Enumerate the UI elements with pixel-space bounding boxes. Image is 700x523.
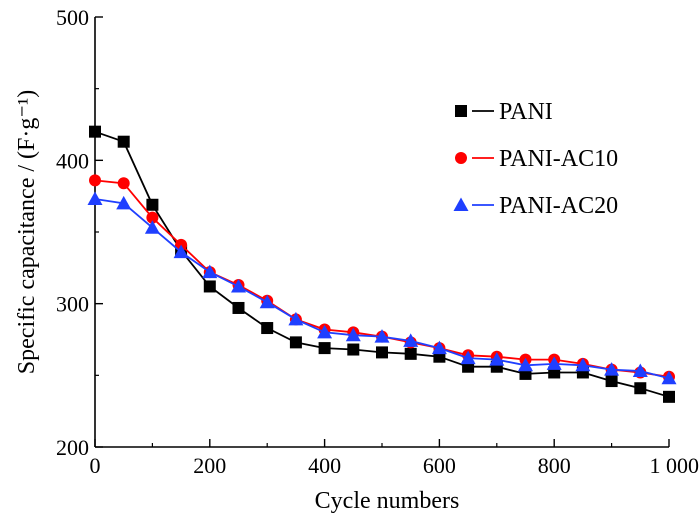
data-point (203, 280, 216, 293)
x-tick-label: 400 (308, 453, 341, 478)
data-point (403, 333, 419, 347)
y-axis-title: Specific capacitance / (F·g⁻¹) (14, 90, 40, 374)
data-point (202, 264, 218, 279)
x-tick-label: 1 000 (650, 453, 700, 478)
data-point (146, 198, 159, 211)
data-point (634, 382, 647, 395)
legend-item-pani-ac20: PANI-AC20 (453, 193, 618, 219)
data-point (87, 191, 103, 206)
data-point (453, 197, 469, 211)
data-point (431, 340, 447, 355)
legend-label: PANI-AC10 (499, 146, 618, 172)
data-point (345, 327, 361, 342)
legend-label: PANI-AC20 (499, 193, 618, 219)
x-tick-label: 200 (193, 453, 226, 478)
legend-label: PANI (499, 99, 553, 125)
y-tick-label: 200 (56, 435, 89, 460)
data-point (261, 322, 274, 335)
y-tick-label: 300 (56, 292, 89, 317)
legend-item-pani-ac10: PANI-AC10 (455, 146, 618, 172)
x-axis-title: Cycle numbers (315, 488, 460, 514)
data-point (117, 177, 130, 190)
data-point (173, 244, 189, 259)
data-point (116, 195, 132, 210)
x-tick-label: 800 (538, 453, 571, 478)
data-point (231, 278, 246, 293)
series-layer (87, 125, 677, 403)
data-point (89, 125, 101, 138)
data-point (575, 357, 591, 372)
data-point (404, 347, 417, 360)
legend: PANI PANI-AC10 PANI-AC20 (453, 99, 618, 219)
data-point (546, 356, 562, 370)
data-point (146, 211, 159, 224)
data-point (374, 329, 390, 343)
data-point (455, 105, 467, 117)
data-point (347, 343, 360, 356)
data-point (318, 342, 331, 355)
legend-item-pani: PANI (455, 99, 553, 125)
x-tick-label: 0 (90, 453, 101, 478)
data-point (376, 346, 388, 359)
data-point (117, 135, 130, 148)
data-point (317, 324, 333, 339)
data-point (661, 370, 677, 385)
data-point (632, 363, 648, 378)
y-tick-label: 400 (56, 148, 89, 173)
data-point (663, 390, 675, 403)
data-point (89, 174, 101, 187)
x-tick-label: 600 (423, 453, 456, 478)
data-point (288, 311, 304, 326)
data-point (604, 362, 620, 376)
data-point (289, 336, 302, 349)
data-point (144, 220, 160, 234)
data-point (489, 352, 505, 366)
data-point (460, 350, 476, 365)
data-point (518, 357, 533, 372)
data-point (455, 152, 467, 164)
data-point (232, 301, 245, 314)
y-tick-label: 500 (56, 5, 89, 30)
data-point (605, 375, 618, 388)
series-pani-ac20 (87, 191, 677, 385)
data-point (259, 294, 275, 309)
